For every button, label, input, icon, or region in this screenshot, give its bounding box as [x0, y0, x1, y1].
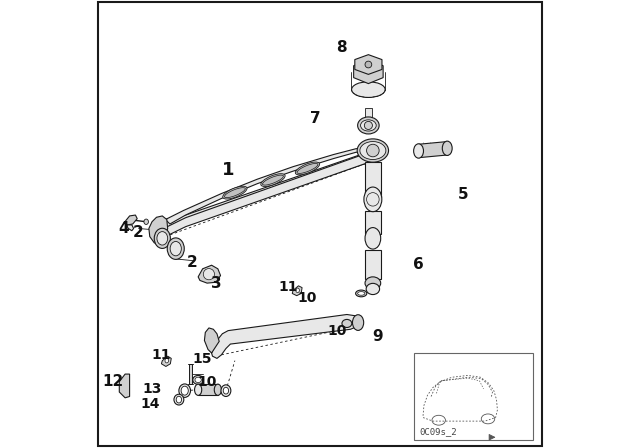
Text: 3: 3	[211, 276, 221, 291]
Polygon shape	[163, 150, 374, 228]
Polygon shape	[189, 364, 192, 384]
Ellipse shape	[295, 162, 319, 175]
Ellipse shape	[195, 377, 201, 383]
Ellipse shape	[360, 142, 386, 159]
Text: 11: 11	[151, 348, 171, 362]
Text: 2: 2	[187, 254, 198, 270]
Ellipse shape	[193, 375, 204, 384]
Ellipse shape	[364, 187, 382, 211]
Ellipse shape	[214, 384, 221, 395]
Ellipse shape	[365, 277, 381, 289]
Ellipse shape	[144, 219, 148, 224]
Text: 8: 8	[336, 39, 347, 55]
Polygon shape	[127, 225, 134, 231]
Ellipse shape	[353, 314, 364, 331]
Ellipse shape	[179, 384, 191, 397]
Polygon shape	[365, 108, 372, 125]
Ellipse shape	[223, 186, 247, 199]
Polygon shape	[198, 384, 218, 395]
Bar	[414, 353, 532, 440]
Text: 6: 6	[413, 257, 424, 272]
Polygon shape	[354, 60, 383, 84]
Ellipse shape	[170, 241, 181, 256]
Text: 1: 1	[222, 161, 234, 179]
Ellipse shape	[366, 284, 380, 295]
Ellipse shape	[167, 238, 184, 259]
Ellipse shape	[367, 144, 379, 157]
Text: 7: 7	[310, 111, 321, 126]
Polygon shape	[198, 265, 221, 283]
Text: 0C09s_2: 0C09s_2	[419, 427, 457, 436]
Polygon shape	[124, 215, 137, 225]
Ellipse shape	[356, 290, 367, 297]
Ellipse shape	[260, 174, 285, 186]
Polygon shape	[365, 211, 381, 234]
Polygon shape	[419, 142, 447, 158]
Text: 10: 10	[298, 291, 317, 305]
Polygon shape	[204, 328, 219, 353]
Ellipse shape	[342, 319, 352, 327]
Ellipse shape	[165, 358, 168, 363]
Ellipse shape	[221, 385, 231, 396]
Ellipse shape	[157, 232, 168, 245]
Ellipse shape	[357, 139, 388, 162]
Ellipse shape	[174, 394, 184, 405]
Polygon shape	[292, 286, 302, 296]
Text: 9: 9	[372, 329, 383, 345]
Text: 10: 10	[197, 375, 217, 389]
Ellipse shape	[365, 61, 372, 68]
Ellipse shape	[195, 384, 202, 395]
Ellipse shape	[360, 120, 376, 131]
Ellipse shape	[181, 386, 188, 395]
Text: 2: 2	[133, 225, 144, 241]
Text: 11: 11	[279, 280, 298, 294]
Ellipse shape	[154, 228, 170, 248]
Ellipse shape	[296, 288, 300, 293]
Polygon shape	[149, 216, 168, 245]
Text: 13: 13	[142, 382, 162, 396]
Text: 5: 5	[458, 187, 468, 202]
Ellipse shape	[355, 65, 382, 78]
Polygon shape	[212, 314, 360, 358]
Polygon shape	[365, 250, 381, 279]
Text: 15: 15	[193, 352, 212, 366]
Polygon shape	[119, 374, 129, 398]
Ellipse shape	[351, 82, 385, 97]
Ellipse shape	[176, 396, 182, 403]
Ellipse shape	[413, 144, 424, 158]
Polygon shape	[156, 152, 374, 244]
Text: 12: 12	[102, 374, 124, 389]
Polygon shape	[165, 147, 374, 224]
Text: 14: 14	[141, 397, 161, 411]
Ellipse shape	[442, 141, 452, 155]
Text: 4: 4	[118, 221, 129, 236]
Polygon shape	[355, 55, 382, 74]
Ellipse shape	[204, 268, 214, 280]
Ellipse shape	[358, 117, 379, 134]
Ellipse shape	[365, 228, 381, 249]
Text: 10: 10	[327, 323, 347, 338]
Polygon shape	[365, 162, 381, 197]
Polygon shape	[161, 356, 172, 366]
Ellipse shape	[358, 292, 365, 295]
Ellipse shape	[223, 387, 228, 394]
Ellipse shape	[364, 121, 372, 129]
